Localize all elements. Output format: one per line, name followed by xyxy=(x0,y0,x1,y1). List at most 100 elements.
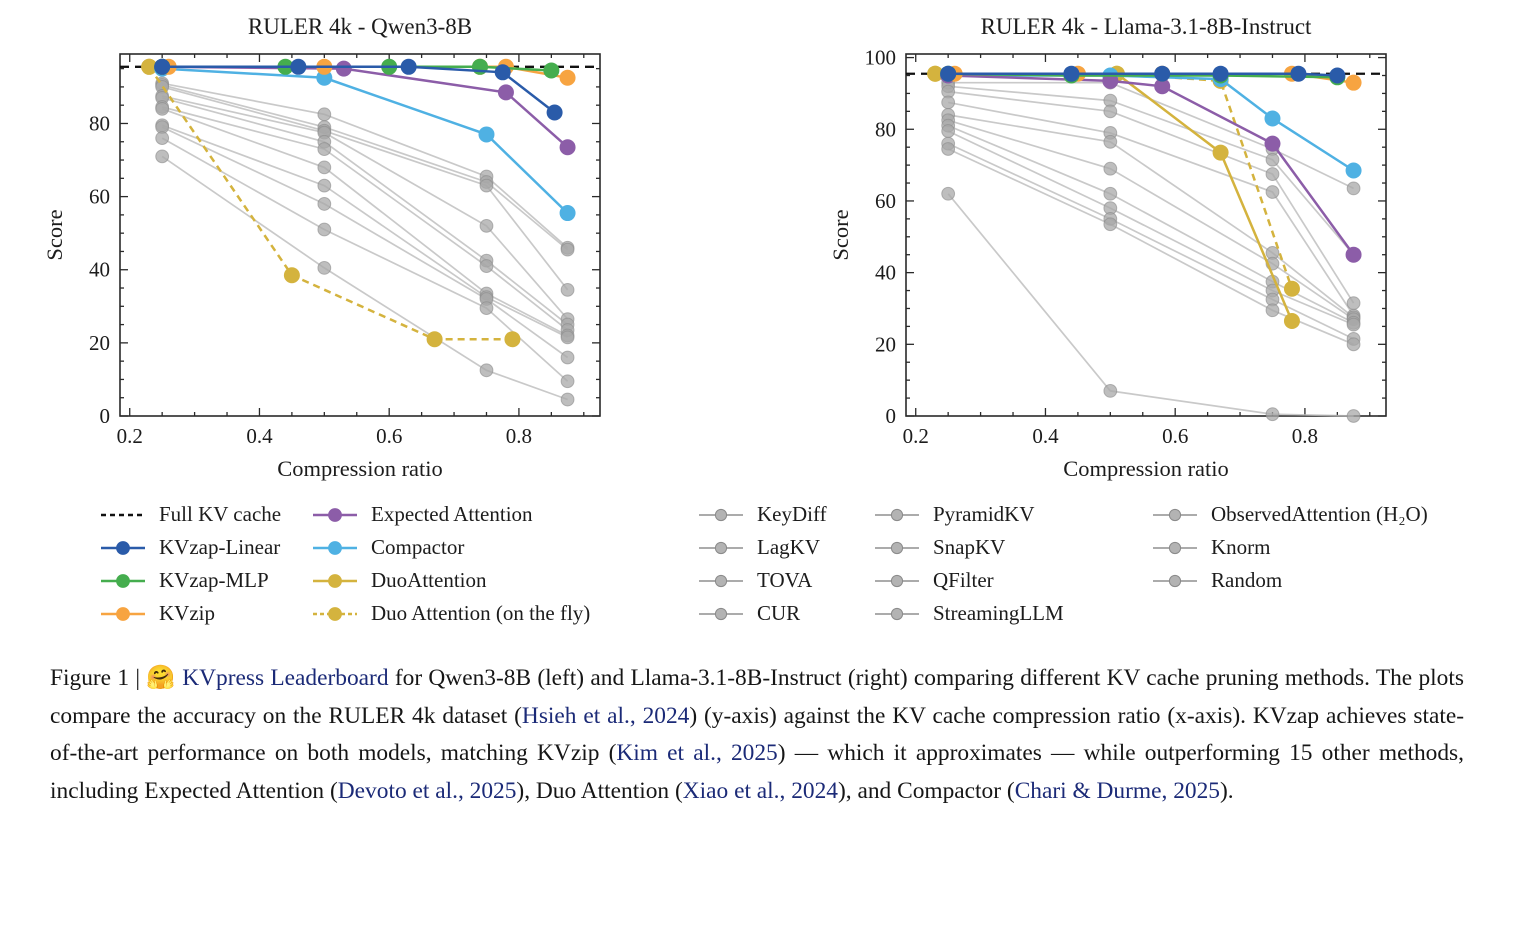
plot-frame xyxy=(905,53,1387,417)
series-point xyxy=(1283,313,1300,330)
series-point xyxy=(400,58,417,75)
other-method-line xyxy=(161,137,569,382)
series-point xyxy=(504,331,521,348)
series-point xyxy=(1063,65,1080,82)
legend-marker-full-kv-cache xyxy=(101,513,145,516)
legend-item-keydiff: KeyDiff xyxy=(698,498,827,531)
legend-label-full-kv-cache: Full KV cache xyxy=(159,502,282,526)
other-method-point xyxy=(560,392,575,407)
other-method-point xyxy=(1346,337,1361,352)
x-tick-label: 0.4 xyxy=(1032,424,1059,448)
legend-label-kvzip: KVzip xyxy=(159,601,215,625)
legend-marker-kvzap-mlp xyxy=(101,573,145,588)
other-method-point xyxy=(1346,181,1361,196)
other-method-point xyxy=(317,261,332,275)
other-method-line xyxy=(162,95,569,320)
link-kim-et-al-2025[interactable]: Kim et al., 2025 xyxy=(616,740,778,767)
other-method-point xyxy=(1103,186,1118,201)
other-method-point xyxy=(1265,303,1280,318)
other-method-point xyxy=(941,186,956,201)
legend-marker-lagkv xyxy=(699,541,743,554)
other-method-point xyxy=(560,242,575,257)
legend-label-kvzap-mlp: KVzap-MLP xyxy=(159,568,269,592)
legend-item-kvzap-linear: KVzap-Linear xyxy=(100,531,281,564)
other-method-line xyxy=(948,90,1355,304)
link-kvpress-leaderboard[interactable]: KVpress Leaderboard xyxy=(182,665,389,691)
series-point xyxy=(154,58,171,75)
other-method-point xyxy=(479,363,494,378)
legend-marker-kvzap-linear xyxy=(101,540,145,555)
legend-marker-duo-attention-on-the-fly xyxy=(313,606,357,621)
y-tick-label: 20 xyxy=(875,332,896,356)
legend-item-observedattention-h2o: ObservedAttention (H₂O) xyxy=(1152,498,1428,531)
other-method-line xyxy=(161,84,569,251)
other-method-line xyxy=(948,114,1355,319)
caption-text: ). xyxy=(1219,777,1234,804)
link-chari-durme-2025[interactable]: Chari & Durme, 2025 xyxy=(1014,777,1220,804)
other-method-point xyxy=(155,149,170,164)
legend-marker-snapkv xyxy=(875,541,919,554)
hugging-face-emoji: 🤗 xyxy=(146,665,183,691)
other-method-point xyxy=(317,107,332,122)
y-tick-label: 0 xyxy=(886,404,897,428)
x-tick-label: 0.2 xyxy=(903,424,929,448)
series-point xyxy=(1154,78,1171,95)
link-hsieh-et-al-2024[interactable]: Hsieh et al., 2024 xyxy=(521,702,690,729)
other-method-point xyxy=(1265,185,1280,199)
legend-marker-duoattention xyxy=(313,573,357,588)
other-method-point xyxy=(1265,407,1280,422)
series-point xyxy=(1345,74,1362,91)
y-tick-label: 20 xyxy=(89,331,110,355)
legend-item-tova: TOVA xyxy=(698,564,827,597)
series-point xyxy=(335,60,352,77)
series-point xyxy=(1345,162,1362,179)
y-tick-label: 100 xyxy=(865,46,897,70)
legend-item-qfilter: QFilter xyxy=(874,564,1064,597)
legend-label-observedattention-h2o: ObservedAttention (H₂O) xyxy=(1211,502,1428,526)
link-devoto-et-al-2025[interactable]: Devoto et al., 2025 xyxy=(337,777,517,804)
other-method-line xyxy=(162,82,569,249)
caption-text: ), Duo Attention ( xyxy=(516,777,683,804)
series-point xyxy=(290,58,307,75)
legend-label-expected-attention: Expected Attention xyxy=(371,502,533,526)
legend-column-1: Full KV cache KVzap-Linear KVzap-MLP KVzip xyxy=(100,498,281,630)
series-point xyxy=(543,62,560,79)
other-method-point xyxy=(941,124,956,138)
caption-text: for Qwen3-8B (left) and Llama-3.1-8B-Ins… xyxy=(50,665,1464,729)
series-point xyxy=(927,65,944,82)
legend-item-duo-attention-on-the-fly: Duo Attention (on the fly) xyxy=(312,597,590,630)
legend-item-pyramidkv: PyramidKV xyxy=(874,498,1064,531)
x-axis-label: Compression ratio xyxy=(277,456,443,481)
x-tick-label: 0.2 xyxy=(117,424,143,448)
other-method-line xyxy=(161,97,569,326)
legend-marker-keydiff xyxy=(699,508,743,521)
legend-label-kvzap-linear: KVzap-Linear xyxy=(159,535,281,559)
series-line xyxy=(948,74,1355,172)
other-method-point xyxy=(317,142,332,156)
x-tick-label: 0.4 xyxy=(246,424,273,448)
other-method-line xyxy=(161,126,569,359)
series-point xyxy=(559,69,576,86)
x-tick-label: 0.6 xyxy=(1162,424,1188,448)
caption-text: Figure 1 | xyxy=(50,665,147,691)
series-point xyxy=(316,69,333,86)
link-xiao-et-al-2024[interactable]: Xiao et al., 2024 xyxy=(682,777,838,804)
y-tick-label: 0 xyxy=(100,404,111,428)
y-tick-label: 80 xyxy=(89,111,110,135)
other-method-point xyxy=(1103,384,1118,398)
legend-label-snapkv: SnapKV xyxy=(933,535,1006,559)
series-line xyxy=(148,66,513,341)
series-point xyxy=(1283,280,1300,297)
other-method-point xyxy=(1103,161,1118,176)
series-point xyxy=(1102,72,1119,89)
legend-label-random: Random xyxy=(1211,568,1283,592)
legend-item-kvzip: KVzip xyxy=(100,597,281,630)
other-method-line xyxy=(947,142,1354,340)
x-tick-label: 0.8 xyxy=(506,424,532,448)
other-method-point xyxy=(560,374,575,389)
other-method-line xyxy=(161,106,569,331)
chart-legend: Full KV cache KVzap-Linear KVzap-MLP KVzip E… xyxy=(0,498,1536,648)
legend-label-keydiff: KeyDiff xyxy=(757,502,827,526)
legend-label-tova: TOVA xyxy=(757,568,813,592)
other-method-point xyxy=(479,178,494,193)
